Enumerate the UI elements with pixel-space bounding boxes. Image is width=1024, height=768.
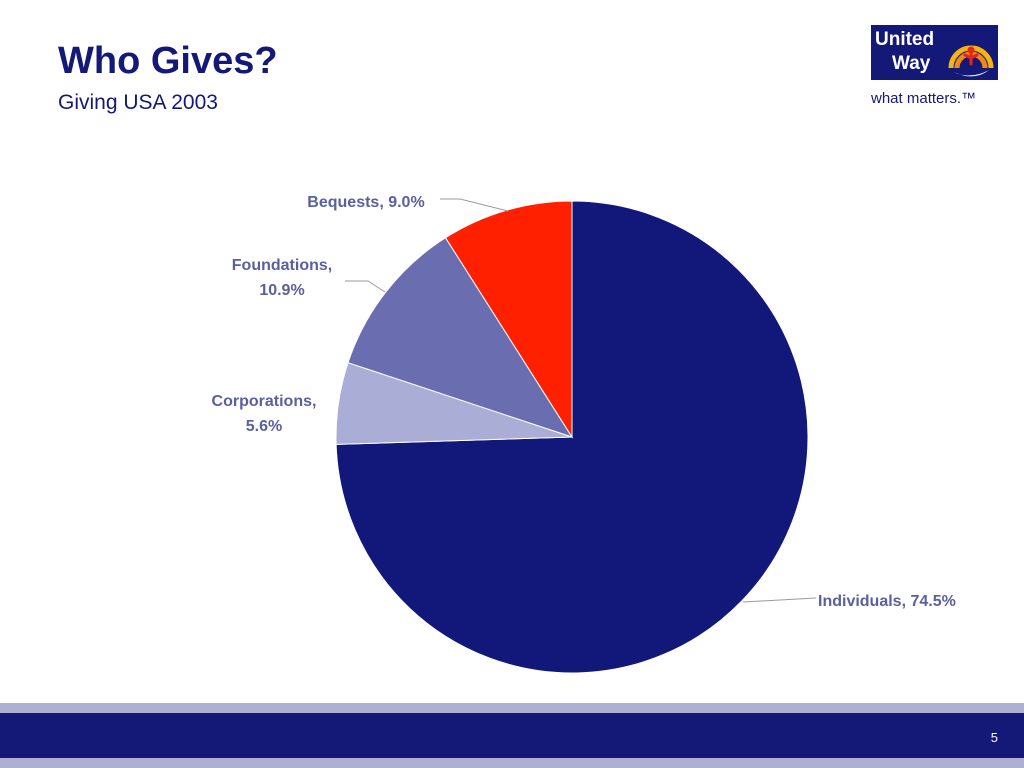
leader-line bbox=[742, 597, 817, 603]
united-way-emblem-icon bbox=[948, 45, 994, 77]
footer-stripe-bottom bbox=[0, 758, 1024, 768]
slide-title: Who Gives? bbox=[58, 40, 278, 82]
data-label: Individuals, 74.5% bbox=[818, 593, 956, 610]
footer-stripe-light bbox=[0, 703, 1024, 713]
data-label: Foundations, 10.9% bbox=[232, 257, 332, 299]
logo-tagline: what matters.™ bbox=[871, 90, 977, 107]
slide-subtitle: Giving USA 2003 bbox=[58, 91, 218, 114]
logo-box: United Way bbox=[871, 25, 998, 80]
pie-slice-foundations bbox=[347, 237, 574, 438]
pie-chart: Individuals, 74.5% Corporations, 5.6% Found… bbox=[212, 194, 956, 674]
leader-line bbox=[345, 280, 386, 293]
data-label: Corporations, 5.6% bbox=[212, 393, 317, 435]
united-way-logo: United Way what matters.™ bbox=[866, 24, 1002, 114]
logo-word-way: Way bbox=[892, 53, 931, 74]
leader-line bbox=[440, 198, 509, 212]
logo-word-united: United bbox=[875, 29, 935, 50]
data-label: Bequests, 9.0% bbox=[307, 194, 424, 211]
footer-bar bbox=[0, 713, 1024, 758]
page-number: 5 bbox=[990, 730, 998, 745]
